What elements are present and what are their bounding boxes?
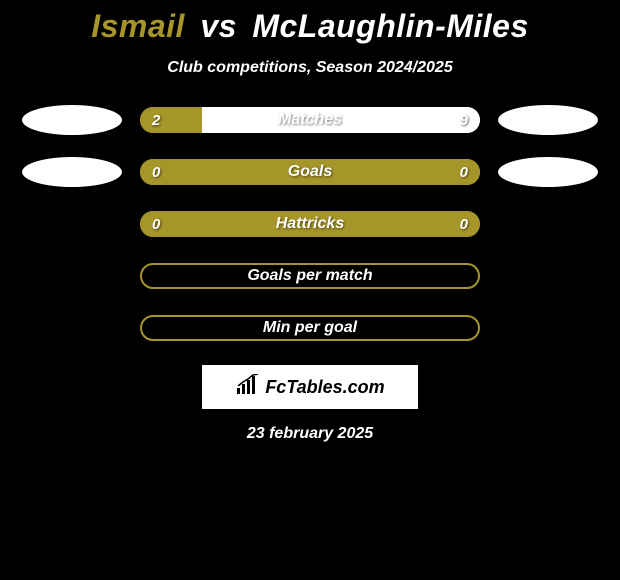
- stat-right-value: 0: [460, 159, 468, 185]
- bar-fill-right: [310, 159, 480, 185]
- stat-label: Goals per match: [142, 265, 478, 287]
- stat-bar: 00Hattricks: [140, 211, 480, 237]
- stat-rows: 29Matches00Goals00HattricksGoals per mat…: [0, 105, 620, 343]
- stat-right-value: 9: [460, 107, 468, 133]
- stat-left-value: 0: [152, 211, 160, 237]
- right-oval: [498, 105, 598, 135]
- left-oval: [22, 105, 122, 135]
- vs-text: vs: [200, 8, 237, 44]
- bar-fill-left: [140, 211, 310, 237]
- stat-left-value: 2: [152, 107, 160, 133]
- stat-left-value: 0: [152, 159, 160, 185]
- stat-bar: Min per goal: [140, 315, 480, 341]
- stat-row: Min per goal: [10, 313, 610, 343]
- stat-row: 00Goals: [10, 157, 610, 187]
- title: Ismail vs McLaughlin-Miles: [0, 8, 620, 45]
- right-oval: [498, 157, 598, 187]
- oval-spacer: [498, 313, 598, 343]
- stat-row: 29Matches: [10, 105, 610, 135]
- logo-text: FcTables.com: [265, 377, 384, 398]
- stat-label: Min per goal: [142, 317, 478, 339]
- bar-fill-left: [140, 107, 202, 133]
- subtitle: Club competitions, Season 2024/2025: [0, 59, 620, 77]
- player1-name: Ismail: [91, 8, 185, 44]
- oval-spacer: [22, 261, 122, 291]
- oval-spacer: [22, 313, 122, 343]
- chart-icon: [235, 374, 261, 401]
- left-oval: [22, 157, 122, 187]
- stat-bar: 00Goals: [140, 159, 480, 185]
- stat-bar: Goals per match: [140, 263, 480, 289]
- stat-row: Goals per match: [10, 261, 610, 291]
- comparison-infographic: Ismail vs McLaughlin-Miles Club competit…: [0, 0, 620, 443]
- player2-name: McLaughlin-Miles: [252, 8, 528, 44]
- oval-spacer: [498, 209, 598, 239]
- stat-bar: 29Matches: [140, 107, 480, 133]
- stat-right-value: 0: [460, 211, 468, 237]
- bar-fill-right: [310, 211, 480, 237]
- oval-spacer: [498, 261, 598, 291]
- stat-row: 00Hattricks: [10, 209, 610, 239]
- date-text: 23 february 2025: [0, 425, 620, 443]
- bar-fill-right: [202, 107, 480, 133]
- oval-spacer: [22, 209, 122, 239]
- bar-fill-left: [140, 159, 310, 185]
- logo-box: FcTables.com: [202, 365, 418, 409]
